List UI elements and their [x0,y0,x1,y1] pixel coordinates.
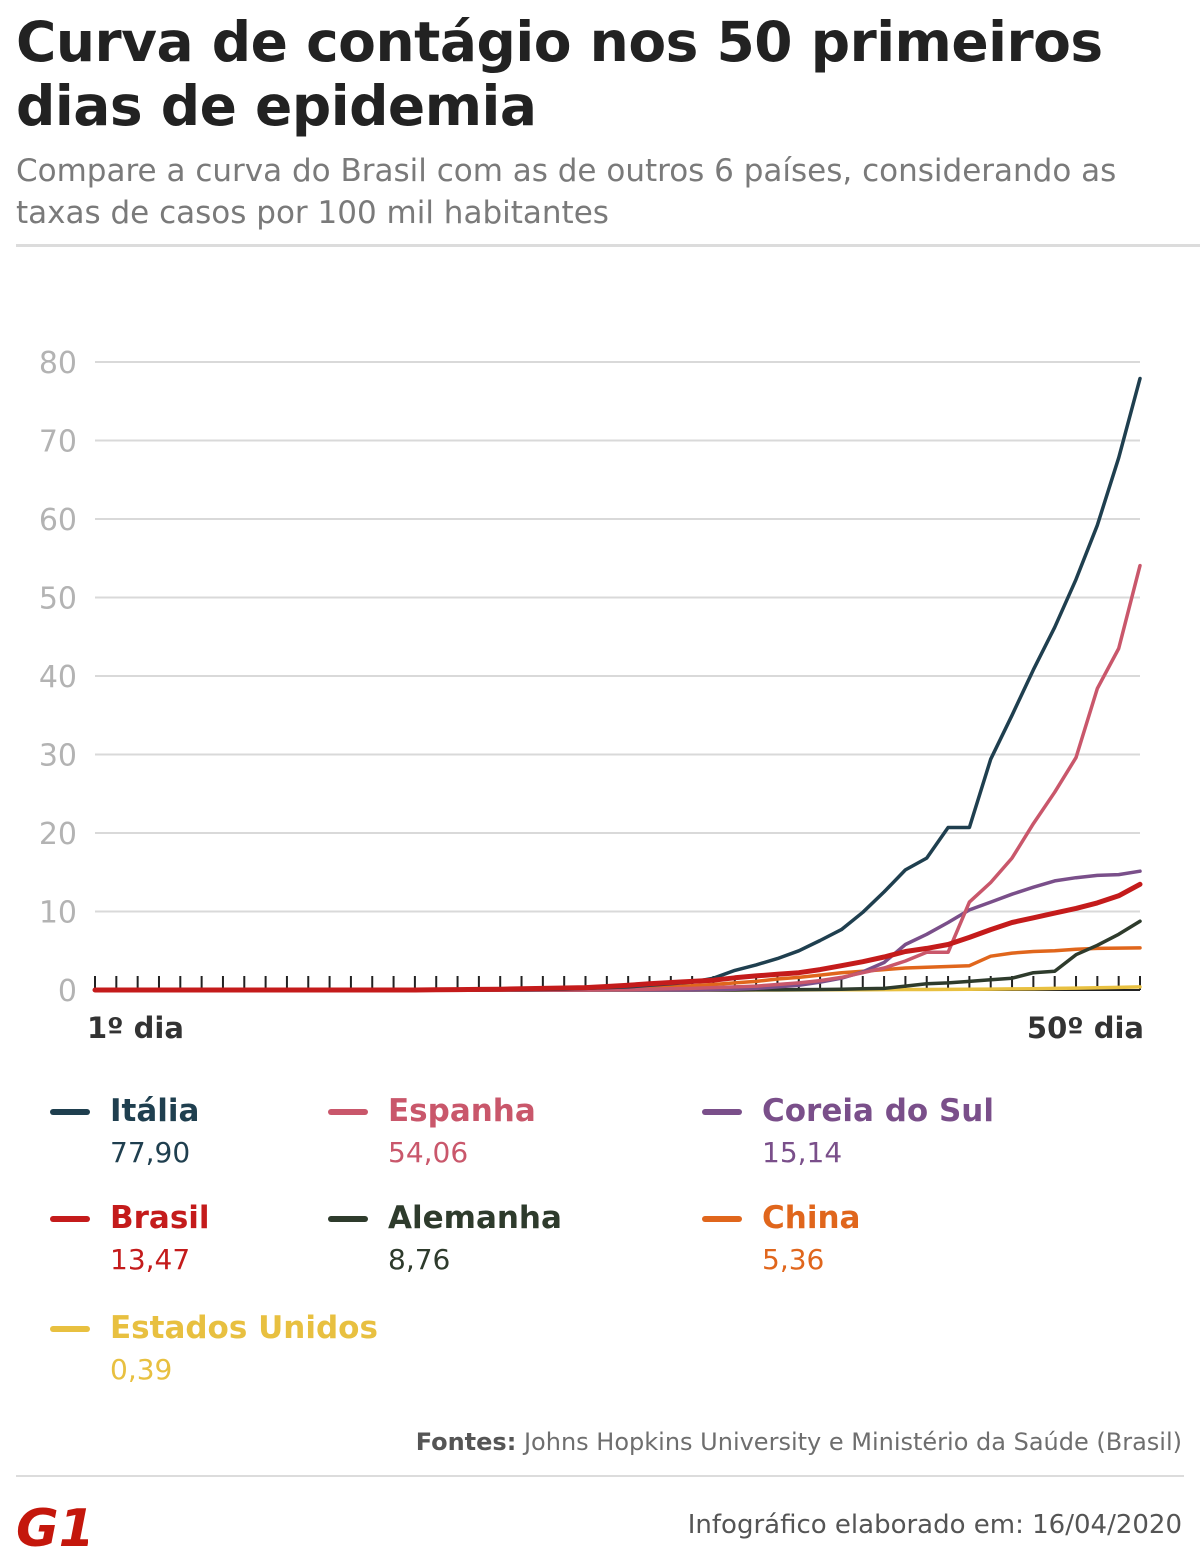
y-tick-label: 20 [39,817,77,852]
page-title: Curva de contágio nos 50 primeiros dias … [16,10,1103,138]
source-note: Fontes: Johns Hopkins University e Minis… [416,1428,1182,1456]
g1-logo: G1 [16,1499,88,1554]
legend-name: Estados Unidos [110,1310,378,1346]
x-label-start: 1º dia [87,1011,184,1045]
source-text: Johns Hopkins University e Ministério da… [523,1428,1182,1456]
legend-swatch [702,1109,742,1115]
header-divider [16,244,1200,247]
line-chart: 0 10 20 30 40 50 60 70 80 1º dia 50º dia [39,346,1144,1045]
legend-name: Brasil [110,1200,210,1236]
legend-name: China [762,1200,861,1236]
y-tick-label: 70 [39,425,77,460]
legend-swatch [328,1109,368,1115]
footer-divider [16,1475,1184,1477]
legend-name: Espanha [388,1093,536,1129]
legend-final-value: 0,39 [110,1353,173,1386]
page-subtitle: Compare a curva do Brasil com as de outr… [16,153,1117,231]
legend-final-value: 8,76 [388,1243,451,1276]
legend-final-value: 13,47 [110,1243,191,1276]
series-line-itália [93,376,1142,992]
x-label-end: 50º dia [1027,1011,1144,1045]
series-line-brasil [92,881,1143,993]
legend-swatch [50,1326,90,1332]
g1-logo-text: G1 [16,1499,88,1554]
infographic-date: Infográfico elaborado em: 16/04/2020 [687,1510,1182,1540]
y-tick-label: 50 [39,582,77,617]
y-tick-label: 40 [39,660,77,695]
y-tick-label: 0 [58,974,77,1009]
source-label: Fontes: [415,1428,517,1456]
legend-name: Coreia do Sul [762,1093,995,1129]
y-tick-label: 30 [39,739,77,774]
legend-swatch [50,1216,90,1222]
y-tick-label: 10 [39,896,77,931]
legend-swatch [50,1109,90,1115]
legend-name: Alemanha [388,1200,562,1236]
legend-final-value: 5,36 [762,1243,825,1276]
legend-final-value: 54,06 [388,1136,469,1169]
legend-final-value: 15,14 [762,1136,843,1169]
legend-swatch [702,1216,742,1222]
y-tick-label: 80 [39,346,77,381]
legend-final-value: 77,90 [110,1136,191,1169]
legend-swatch [328,1216,368,1222]
y-tick-label: 60 [39,503,77,538]
legend-name: Itália [110,1093,200,1129]
